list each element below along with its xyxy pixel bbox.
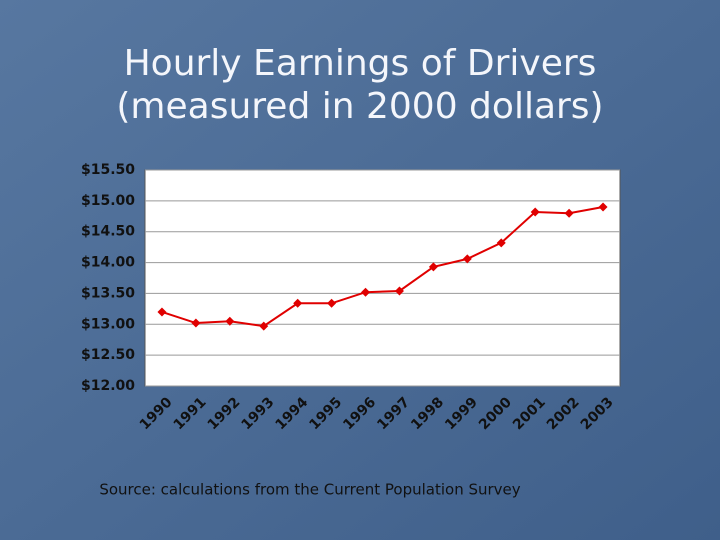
y-tick-label: $14.00	[81, 255, 135, 271]
data-point	[564, 208, 574, 218]
y-tick-label: $12.50	[81, 347, 135, 363]
data-point	[530, 207, 540, 217]
data-point	[361, 287, 371, 297]
data-point	[157, 307, 167, 317]
data-point	[293, 298, 303, 308]
data-line	[161, 206, 604, 328]
data-point	[394, 286, 404, 296]
y-tick-label: $12.00	[81, 378, 135, 394]
source-note: Source: calculations from the Current Po…	[99, 481, 520, 499]
data-point	[225, 316, 235, 326]
data-point	[191, 318, 201, 328]
data-point	[462, 254, 472, 264]
plot-area	[144, 169, 621, 387]
data-point	[259, 321, 269, 331]
chart-title: (measured in 2000 dollars)	[116, 86, 603, 127]
data-point	[327, 298, 337, 308]
data-point	[496, 238, 506, 248]
y-tick-label: $14.50	[81, 224, 135, 240]
chart-title: Hourly Earnings of Drivers	[124, 43, 597, 84]
y-tick-label: $15.50	[81, 162, 135, 178]
data-point	[598, 202, 608, 212]
y-tick-label: $15.00	[81, 193, 135, 209]
y-tick-label: $13.00	[81, 316, 135, 332]
y-tick-label: $13.50	[81, 285, 135, 301]
data-point	[428, 262, 438, 272]
